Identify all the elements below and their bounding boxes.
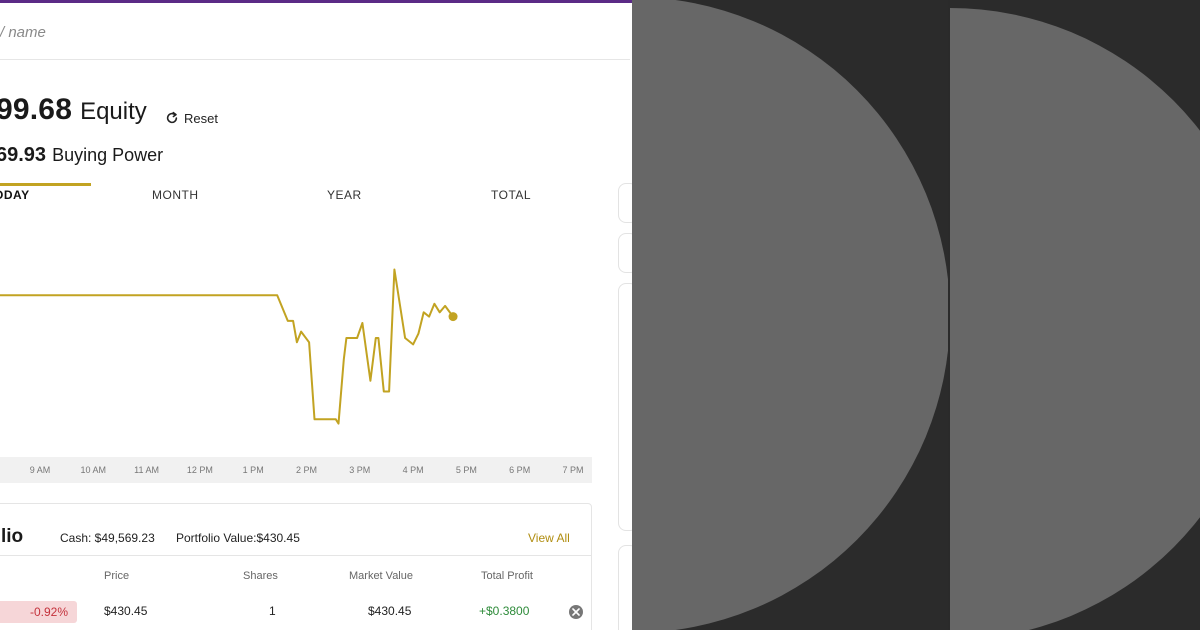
portfolio-title: lio — [1, 526, 24, 547]
overlay-shape-left — [632, 0, 948, 630]
time-tick-label: 11 AM — [134, 465, 160, 475]
search-input[interactable] — [0, 4, 600, 60]
tab-total[interactable]: TOTAL — [491, 188, 532, 202]
side-card-1[interactable] — [618, 183, 632, 223]
buying-power-label: Buying Power — [52, 145, 164, 165]
side-card-4 — [618, 545, 632, 630]
row-shares: 1 — [269, 604, 276, 618]
buying-power-value: 69.93 — [0, 144, 47, 166]
buying-power-summary: 69.93 Buying Power — [0, 144, 163, 172]
reset-button[interactable]: Reset — [165, 108, 218, 128]
refresh-icon — [166, 111, 178, 124]
time-tick-label: 9 AM — [29, 465, 51, 475]
top-brand-bar — [0, 0, 632, 3]
remove-position-button[interactable] — [569, 605, 583, 619]
row-market-value: $430.45 — [368, 604, 412, 618]
search-bar — [0, 4, 630, 60]
equity-series-line — [0, 268, 454, 425]
portfolio-panel: lio Cash: $49,569.23 Portfolio Value:$43… — [0, 503, 592, 630]
overlay-panel-left — [632, 0, 948, 630]
time-tick-label: 7 PM — [562, 465, 584, 475]
column-header-shares: Shares — [243, 570, 278, 582]
equity-chart — [0, 215, 592, 455]
side-card-3 — [618, 283, 632, 531]
view-all-link[interactable]: View All — [528, 531, 570, 545]
portfolio-value: Portfolio Value:$430.45 — [176, 531, 300, 545]
portfolio-cash: Cash: $49,569.23 — [60, 531, 155, 545]
close-icon — [572, 608, 580, 616]
time-tick-label: 3 PM — [349, 465, 371, 475]
portfolio-header: lio Cash: $49,569.23 Portfolio Value:$43… — [0, 504, 591, 556]
equity-line-chart — [0, 268, 458, 425]
row-price: $430.45 — [104, 604, 148, 618]
time-tick-label: 6 PM — [509, 465, 531, 475]
time-tick-label: 4 PM — [402, 465, 424, 475]
change-value: -0.92% — [29, 605, 68, 619]
overlay-panel-right — [950, 0, 1200, 630]
time-tick-label: 5 PM — [455, 465, 477, 475]
time-axis: 9 AM 10 AM 11 AM 12 PM 1 PM 2 PM 3 PM 4 PM 5 PM 6… — [0, 457, 592, 483]
change-badge: -0.92% — [0, 601, 77, 623]
tab-today[interactable]: ODAY — [0, 188, 30, 202]
equity-value: 99.68 — [0, 93, 73, 126]
time-tick-label: 2 PM — [295, 465, 318, 475]
tab-year[interactable]: YEAR — [327, 188, 362, 202]
current-value-marker[interactable] — [448, 312, 458, 322]
column-header-market-value: Market Value — [349, 570, 413, 582]
trading-app: 99.68 Equity Reset 69.93 Buying Power OD… — [0, 0, 632, 630]
column-header-total-profit: Total Profit — [481, 570, 533, 582]
reset-label: Reset — [184, 110, 218, 126]
equity-summary: 99.68 Equity — [0, 93, 147, 133]
active-tab-indicator — [0, 183, 91, 186]
overlay-shape-right — [950, 8, 1200, 630]
timeframe-tabs: ODAY MONTH YEAR TOTAL — [0, 188, 592, 212]
tab-month[interactable]: MONTH — [152, 188, 199, 202]
time-tick-label: 1 PM — [242, 465, 264, 475]
row-total-profit: +$0.3800 — [479, 604, 530, 618]
time-tick-label: 12 PM — [186, 465, 213, 475]
column-header-price: Price — [104, 570, 130, 582]
equity-label: Equity — [80, 98, 147, 125]
side-card-2[interactable] — [618, 233, 632, 273]
time-tick-label: 10 AM — [80, 465, 107, 475]
